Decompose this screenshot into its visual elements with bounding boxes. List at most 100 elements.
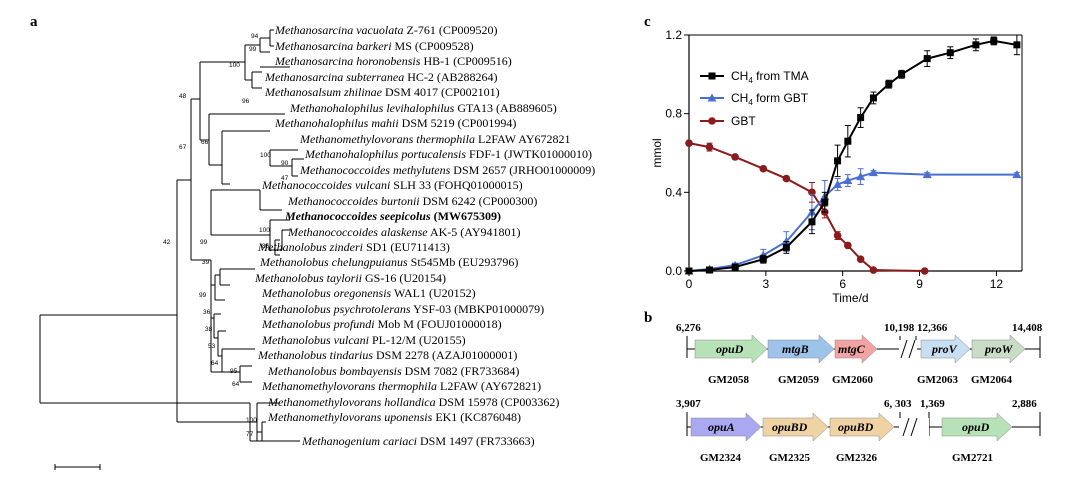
data-point <box>705 266 713 274</box>
bootstrap-value: 96 <box>242 98 250 105</box>
gene-id: GM2324 <box>700 452 741 464</box>
x-tick-label: 9 <box>916 277 923 291</box>
data-point <box>868 168 878 177</box>
bootstrap-value: 38 <box>205 326 213 333</box>
bootstrap-value: 100 <box>260 152 271 159</box>
taxon-strain: DSM 2278 (AZAJ01000001) <box>373 348 517 362</box>
taxon-strain: GS-16 (U20154) <box>362 271 446 285</box>
panel-b: b 6,276 10,198 12,366 14,408 opuD GM2058… <box>644 310 1043 464</box>
data-point <box>857 114 865 122</box>
bootstrap-value: 39 <box>202 259 210 266</box>
taxon-strain: SD1 (EU711413) <box>363 240 450 254</box>
taxon-strain: DSM 15978 (CP003362) <box>436 395 560 409</box>
gene-arrow-mtgC: mtgC GM2060 <box>832 334 878 386</box>
bootstrap-value: 47 <box>281 175 289 182</box>
taxon-binomial: Methanococcoides burtonii <box>287 194 420 208</box>
gene-id: GM2059 <box>778 374 819 386</box>
coord-label: 14,408 <box>1012 322 1043 334</box>
taxon-strain: GTA13 (AB889605) <box>454 101 556 115</box>
taxon-strain: L2FAW (AY672821) <box>437 379 541 393</box>
break-gap <box>899 340 917 358</box>
data-point <box>923 55 931 63</box>
taxon-label: Methanolobus profundi Mob M (FOUJ0100001… <box>261 317 502 331</box>
gene-name: mtgC <box>838 342 866 356</box>
gene-name: proW <box>984 342 1014 356</box>
legend-label: CH4 from TMA <box>731 69 809 85</box>
gene-arrow-opuA: opuA GM2324 <box>690 412 762 464</box>
taxon-strain: DSM 2657 (JRHO01000009) <box>450 163 595 177</box>
y-tick-label: 0.8 <box>665 107 682 121</box>
data-point <box>708 72 716 80</box>
data-point <box>843 176 853 185</box>
taxon-binomial: Methanolobus vulcani <box>261 333 369 347</box>
taxon-strain: WAL1 (U20152) <box>391 286 475 300</box>
data-point <box>885 80 893 88</box>
taxon-label: Methanolobus zinderi SD1 (EU711413) <box>257 240 450 254</box>
taxon-strain: Z-761 (CP009520) <box>404 23 498 37</box>
data-point <box>972 41 980 49</box>
taxon-label: Methanohalophilus mahii DSM 5219 (CP0019… <box>274 116 516 130</box>
taxon-binomial: Methanomethylovorans uponensis <box>267 410 433 424</box>
taxon-binomial: Methanococcoides seepicolus <box>284 209 431 223</box>
bootstrap-value: 48 <box>179 93 187 100</box>
gene-arrow-mtgB: mtgB GM2059 <box>767 334 835 386</box>
y-tick-label: 0.0 <box>665 264 682 278</box>
data-point <box>833 231 842 240</box>
panel-c-label: c <box>644 14 651 30</box>
taxon-label: Methanosarcina subterranea HC-2 (AB28826… <box>264 70 498 84</box>
y-tick-label: 0.4 <box>665 185 682 199</box>
taxon-strain: HB-1 (CP009516) <box>420 54 511 68</box>
data-point <box>782 243 790 251</box>
coord-label: 1,369 <box>920 398 945 410</box>
data-point <box>782 174 791 183</box>
gene-arrow-opuBD-2: opuBD GM2326 <box>829 412 895 464</box>
data-point <box>869 266 878 274</box>
bootstrap-value: 100 <box>259 227 270 234</box>
gene-id: GM2064 <box>971 374 1012 386</box>
gene-arrow-opuD: opuD GM2058 <box>694 334 768 386</box>
taxon-label: Methanogenium cariaci DSM 1497 (FR733663… <box>301 434 535 448</box>
coord-label: 6, 303 <box>884 398 912 410</box>
taxon-binomial: Methanolobus profundi <box>261 317 375 331</box>
data-point <box>898 70 906 78</box>
taxon-strain: PL-12/M (U20155) <box>369 333 466 347</box>
taxon-strain: HC-2 (AB288264) <box>404 70 497 84</box>
data-point <box>808 218 816 226</box>
gene-name: opuBD <box>772 420 808 434</box>
taxon-binomial: Methanolobus bombayensis <box>267 364 402 378</box>
taxon-binomial: Methanomethylovorans thermophila <box>299 132 475 146</box>
taxon-label: Methanolobus vulcani PL-12/M (U20155) <box>261 333 466 347</box>
panel-c: c 0 3 6 9 12 0.0 0.4 0.8 1.2 Time/d mmol CH4 from T… <box>644 14 1023 305</box>
gene-name: opuD <box>962 420 990 434</box>
taxon-label: Methanococcoides alaskense AK-5 (AY94180… <box>287 225 521 239</box>
taxon-binomial: Methanogenium cariaci <box>301 434 417 448</box>
taxon-label: Methanolobus chelungpuianus St545Mb (EU2… <box>259 255 518 269</box>
gene-name: opuA <box>708 420 735 434</box>
gene-id: GM2058 <box>708 374 749 386</box>
coord-label: 12,366 <box>917 322 948 334</box>
data-point <box>990 37 998 45</box>
taxon-binomial: Methanolobus chelungpuianus <box>259 255 408 269</box>
gene-name: opuD <box>716 342 744 356</box>
taxon-label: Methanomethylovorans uponensis EK1 (KC87… <box>267 410 521 424</box>
taxon-strain: DSM 1497 (FR733663) <box>417 434 535 448</box>
panel-a-label: a <box>30 14 38 30</box>
taxon-label: Methanolobus bombayensis DSM 7082 (FR733… <box>267 364 519 378</box>
gene-arrow-opuBD-1: opuBD GM2325 <box>762 412 829 464</box>
taxon-binomial: Methanolobus tindarius <box>257 348 373 362</box>
data-point <box>922 170 932 179</box>
taxon-binomial: Methanosarcina horonobensis <box>274 54 421 68</box>
taxon-label: Methanomethylovorans hollandica DSM 1597… <box>267 395 559 409</box>
gene-name: proV <box>931 342 958 356</box>
coord-label: 10,198 <box>884 322 915 334</box>
data-point <box>834 157 842 165</box>
data-point <box>685 139 693 147</box>
taxon-binomial: Methanomethylovorans hollandica <box>267 395 436 409</box>
x-axis-title: Time/d <box>832 291 868 305</box>
coord-label: 2,886 <box>1012 398 1037 410</box>
gene-id: GM2325 <box>769 452 810 464</box>
bootstrap-values: 94 99 100 96 48 66 100 90 47 67 99 100 8… <box>163 33 289 438</box>
taxon-strain: EK1 (KC876048) <box>432 410 521 424</box>
gene-arrow-proV: proV GM2063 <box>917 334 971 386</box>
